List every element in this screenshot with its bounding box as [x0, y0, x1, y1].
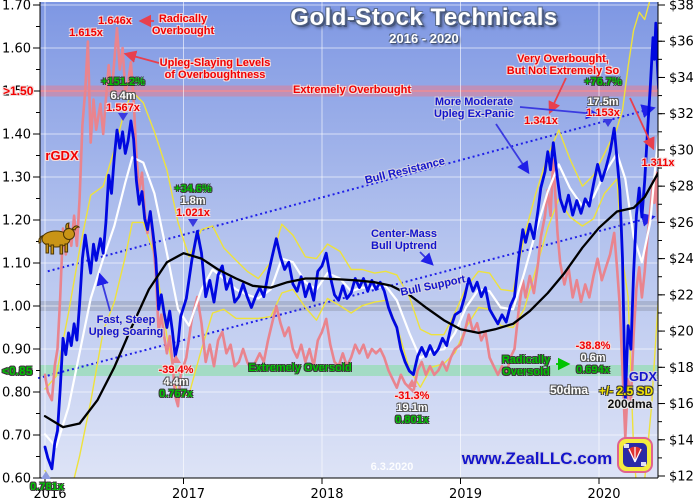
low-arrow-2018 — [407, 379, 417, 387]
plot-background — [40, 2, 658, 478]
zeal-logo-inner — [623, 443, 647, 467]
series-layer — [43, 2, 658, 478]
x-axis-year-label: 2017 — [172, 487, 205, 500]
zone-band-0.85 — [40, 365, 658, 376]
peak-arrow-2016 — [118, 113, 128, 121]
x-axis-year-label: 2016 — [33, 487, 66, 500]
series-sd-lower-band-line — [44, 178, 658, 478]
left-axis-tick-label: 1.20 — [2, 214, 31, 229]
peak-arrow-2020 — [603, 119, 613, 127]
x-axis-year-label: 2020 — [587, 487, 620, 500]
left-axis-tick-label: 0.90 — [2, 343, 31, 358]
left-axis-tick-label: 1.70 — [2, 0, 31, 14]
trendline-bull-support — [37, 213, 656, 380]
right-axis-tick-label: $20 — [669, 325, 694, 340]
arrow-to-1341 — [548, 77, 567, 115]
arrow-upleg-slaying — [123, 50, 160, 64]
low-arrow-2016-start — [41, 471, 51, 479]
series-sd-upper-band-line — [44, 2, 651, 390]
right-axis-tick-label: $34 — [669, 71, 694, 86]
bull-icon — [38, 222, 80, 255]
x-axis-year-label: 2018 — [310, 487, 343, 500]
right-axis-tick-label: $24 — [669, 252, 694, 267]
left-axis-tick-label: 1.00 — [2, 300, 31, 315]
right-axis-tick-label: $12 — [669, 470, 694, 485]
arrow-to-1311 — [629, 97, 655, 151]
x-axis-year-label: 2019 — [449, 487, 482, 500]
right-axis-tick-label: $18 — [669, 361, 694, 376]
arrow-more-moderate-down — [495, 123, 530, 175]
arrow-center-mass — [419, 251, 434, 266]
arrow-more-moderate-right — [519, 106, 599, 120]
event-marker-arrows — [41, 113, 613, 479]
zeal-logo — [617, 437, 653, 473]
series-dma50-line — [43, 125, 658, 449]
right-axis-tick-label: $30 — [669, 143, 694, 158]
arrow-fast-steep-upleg — [96, 272, 111, 312]
left-axis-tick-label: 0.60 — [2, 472, 31, 487]
left-axis-tick-label: 1.10 — [2, 257, 31, 272]
left-axis-tick-label: 1.30 — [2, 171, 31, 186]
series-dma200-line — [43, 170, 658, 429]
low-arrow-2016 — [171, 355, 181, 363]
peak-arrow-2017 — [188, 219, 198, 227]
right-axis-tick-label: $28 — [669, 180, 694, 195]
right-axis-tick-label: $26 — [669, 216, 694, 231]
left-axis-tick-label: 0.70 — [2, 429, 31, 444]
left-axis-tick-label: 0.80 — [2, 386, 31, 401]
left-axis-tick-label: 1.40 — [2, 128, 31, 143]
right-axis-tick-label: $38 — [669, 0, 694, 14]
right-axis-tick-label: $14 — [669, 433, 694, 448]
right-axis-tick-label: $36 — [669, 35, 694, 50]
left-axis-tick-label: 1.50 — [2, 85, 31, 100]
left-axis-tick-label: 1.60 — [2, 42, 31, 57]
series-gdx-line — [43, 21, 658, 471]
right-axis-tick-label: $22 — [669, 288, 694, 303]
right-axis-tick-label: $16 — [669, 397, 694, 412]
right-axis-tick-label: $32 — [669, 107, 694, 122]
series-rgdx-line — [43, 26, 658, 439]
